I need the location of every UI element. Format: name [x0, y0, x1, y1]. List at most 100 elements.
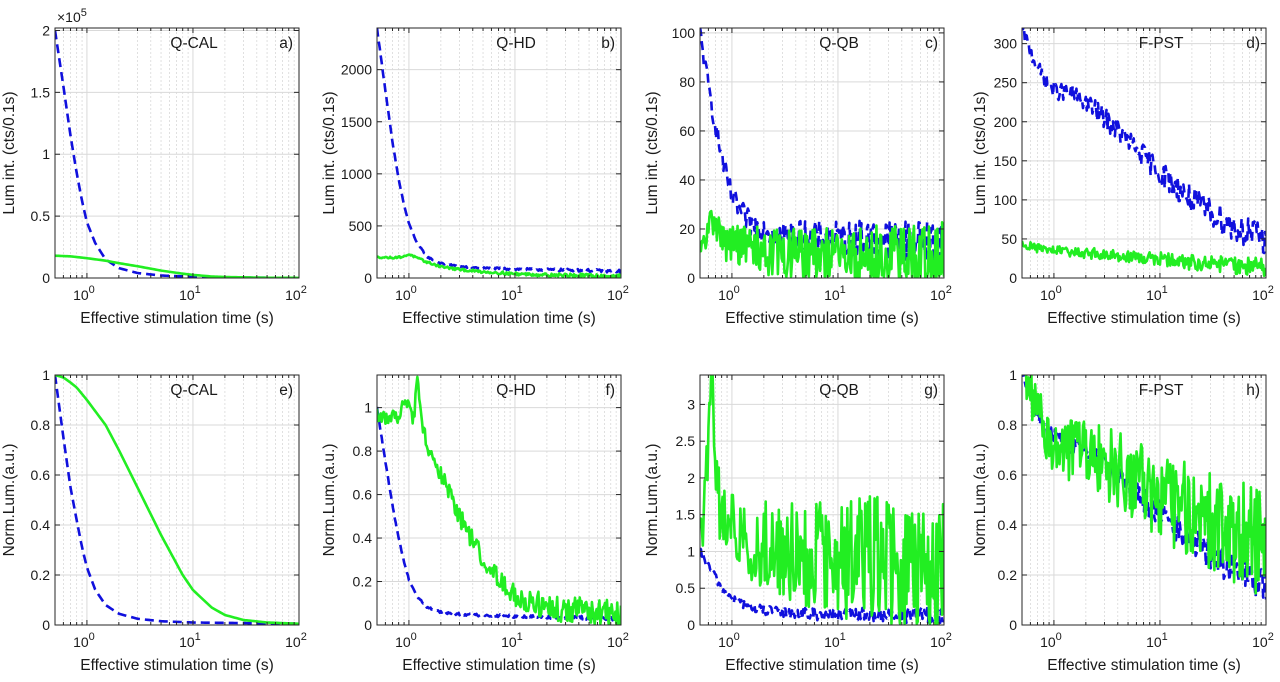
x-tick-label: 100	[73, 284, 95, 303]
x-tick-label: 100	[395, 284, 417, 303]
y-axis-label: Norm.Lum.(a.u.)	[321, 444, 338, 557]
x-tick-label: 101	[179, 631, 201, 650]
panel-title: Q-CAL	[170, 35, 218, 52]
x-axis-label: Effective stimulation time (s)	[80, 657, 274, 674]
subplot-f: 100 101 102 0 0.2 0.4 0.6 0.8 1 Q-HD f) Effective s…	[321, 374, 629, 674]
y-tick-label: 100	[994, 192, 1018, 208]
y-tick-label: 0.8	[353, 443, 373, 459]
y-tick-label: 0.5	[676, 580, 696, 596]
y-tick-label: 2000	[341, 62, 372, 78]
series-green-solid-b	[377, 253, 621, 278]
y-tick-label: 0.8	[998, 417, 1018, 433]
y-tick-label: 20	[679, 221, 695, 237]
y-tick-label: 0.4	[353, 530, 373, 546]
subplot-c: 100 101 102 0 20 40 60 80 100 Q-QB c) Effective sti…	[644, 25, 952, 327]
y-axis-label: Lum int. (cts/0.1s)	[972, 91, 989, 214]
subplot-d: 100 101 102 0 50 100 150 200 250 300 F-PST d) Effect…	[972, 27, 1274, 327]
x-tick-label: 100	[1040, 631, 1062, 650]
x-tick-label: 101	[824, 631, 846, 650]
panel-title: Q-QB	[819, 35, 859, 52]
panel-label: d)	[1246, 35, 1260, 52]
grid	[54, 28, 299, 279]
grid	[1021, 28, 1266, 279]
series-green-solid-e	[55, 375, 299, 625]
y-exponent-label: ×105	[57, 7, 87, 25]
y-tick-label: 0.2	[353, 574, 373, 590]
series-blue-dashed-e	[55, 375, 299, 625]
x-axis-label: Effective stimulation time (s)	[1047, 310, 1241, 327]
y-tick-label: 0	[364, 270, 372, 286]
y-tick-label: 2.5	[676, 433, 696, 449]
panel-title: Q-HD	[496, 35, 536, 52]
series-green-solid-f	[377, 375, 621, 625]
x-tick-label: 102	[285, 284, 307, 303]
y-tick-label: 1000	[341, 166, 372, 182]
series-blue-dashed-f	[377, 406, 621, 622]
y-tick-label: 50	[1001, 231, 1017, 247]
y-tick-label: 40	[679, 172, 695, 188]
y-tick-label: 1500	[341, 114, 372, 130]
y-tick-label: 200	[994, 114, 1018, 130]
x-tick-label: 101	[179, 284, 201, 303]
y-tick-label: 80	[679, 74, 695, 90]
x-axis-label: Effective stimulation time (s)	[725, 657, 919, 674]
panel-label: a)	[279, 35, 293, 52]
y-tick-label: 0.4	[31, 517, 51, 533]
x-tick-label: 101	[1146, 284, 1168, 303]
x-tick-label: 102	[1252, 284, 1274, 303]
y-tick-label: 100	[672, 25, 696, 41]
y-tick-label: 0.8	[31, 417, 51, 433]
subplot-h: 100 101 102 0 0.2 0.4 0.6 0.8 1 F-PST h) Effective …	[972, 367, 1274, 674]
y-tick-label: 0.6	[998, 467, 1018, 483]
x-tick-label: 100	[718, 284, 740, 303]
y-axis-label: Norm.Lum.(a.u.)	[972, 444, 989, 557]
plot-area	[55, 28, 299, 278]
y-axis-label: Lum int. (cts/0.1s)	[321, 91, 338, 214]
y-tick-label: 0.6	[353, 487, 373, 503]
x-tick-label: 102	[285, 631, 307, 650]
y-tick-label: 500	[349, 218, 373, 234]
x-tick-label: 100	[1040, 284, 1062, 303]
panel-title: Q-CAL	[170, 382, 218, 399]
y-tick-label: 1	[42, 146, 50, 162]
panel-title: Q-HD	[496, 382, 536, 399]
y-tick-label: 2	[42, 22, 50, 38]
y-tick-label: 0	[687, 270, 695, 286]
y-tick-label: 1	[42, 367, 50, 383]
y-axis-label: Norm.Lum.(a.u.)	[644, 444, 661, 557]
panel-label: f)	[606, 382, 615, 399]
y-axis-label: Norm.Lum.(a.u.)	[1, 444, 18, 557]
y-tick-label: 1	[364, 400, 372, 416]
y-tick-label: 250	[994, 75, 1018, 91]
y-tick-label: 0.2	[31, 567, 51, 583]
panel-label: c)	[925, 35, 938, 52]
panel-title: F-PST	[1139, 35, 1184, 52]
panel-title: F-PST	[1139, 382, 1184, 399]
x-axis-label: Effective stimulation time (s)	[402, 657, 596, 674]
y-tick-label: 0	[42, 617, 50, 633]
y-tick-label: 0.4	[998, 517, 1018, 533]
y-tick-label: 0	[687, 617, 695, 633]
y-tick-label: 0	[364, 617, 372, 633]
y-tick-label: 2	[687, 470, 695, 486]
y-tick-label: 0	[42, 270, 50, 286]
subplot-b: 100 101 102 0 500 1000 1500 2000 Q-HD b) Effective…	[321, 27, 629, 327]
y-tick-label: 0.5	[31, 208, 51, 224]
y-tick-label: 1.5	[676, 507, 696, 523]
y-tick-label: 300	[994, 36, 1018, 52]
x-axis-label: Effective stimulation time (s)	[80, 310, 274, 327]
x-tick-label: 102	[1252, 631, 1274, 650]
series-green-solid-h	[1024, 375, 1266, 595]
x-tick-label: 100	[718, 631, 740, 650]
x-axis-label: Effective stimulation time (s)	[402, 310, 596, 327]
y-axis-label: Lum int. (cts/0.1s)	[1, 91, 18, 214]
y-tick-label: 150	[994, 153, 1018, 169]
y-tick-label: 0	[1009, 617, 1017, 633]
series-green-solid-c	[700, 209, 944, 278]
x-tick-label: 100	[395, 631, 417, 650]
panel-label: b)	[601, 35, 615, 52]
y-tick-label: 60	[679, 123, 695, 139]
panel-title: Q-QB	[819, 382, 859, 399]
series-blue-dashed-b	[377, 28, 621, 274]
